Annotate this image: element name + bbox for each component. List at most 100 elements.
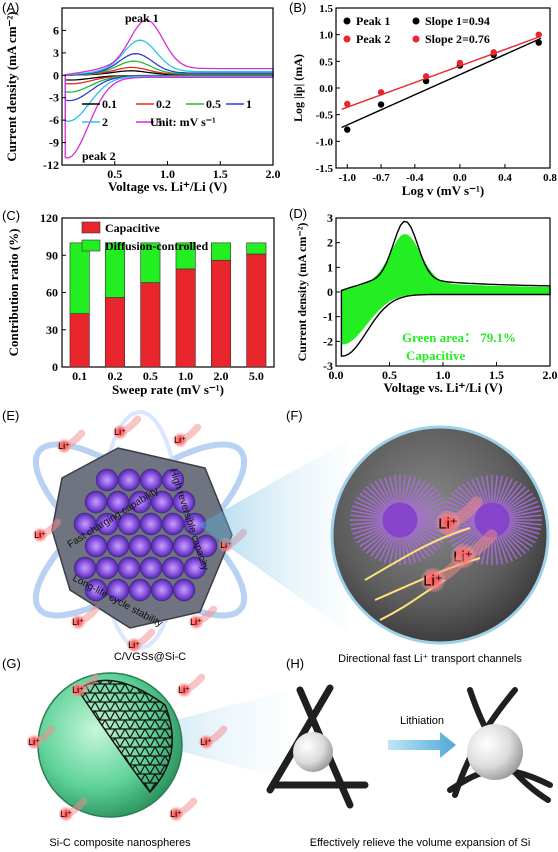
a-ytick-label: 6: [53, 23, 59, 37]
c-xtick-label: 1.0: [178, 369, 193, 383]
b-xtick-label: -0.7: [372, 172, 390, 184]
li-ion-glow: [435, 510, 461, 536]
c-bar-diffusion_controlled: [210, 242, 232, 261]
b-ytick-label: 1.0: [319, 30, 333, 42]
a-legend-label: 0.1: [102, 97, 117, 111]
b-legend-marker: [343, 35, 351, 43]
li-ion-glow: [32, 527, 48, 543]
panel-g-illustration: Li⁺ Li⁺ Li⁺ Li⁺ Li⁺ Li⁺ Si-C composite nanosp…: [26, 672, 288, 849]
channel-1: [364, 527, 471, 581]
li-ion-glow: [420, 567, 446, 593]
a-legend-label: 1: [246, 97, 252, 111]
c-ylabel: Contribution ratio (%): [6, 229, 21, 357]
b-fit-line: [341, 37, 542, 129]
purple-sphere: [161, 512, 185, 536]
b-ylabel: Log |ip| (mA): [291, 54, 305, 122]
a-legend-label: 0.5: [206, 97, 221, 111]
d-ytick-label: -2: [323, 334, 333, 348]
purple-sphere: [117, 468, 141, 492]
b-point: [422, 73, 430, 80]
panel-label-f: (F): [286, 408, 303, 423]
panel-f-illustration: Li⁺Li⁺Li⁺ Directional fast Li⁺ transport…: [330, 425, 550, 665]
a-ytick-label: -9: [49, 136, 59, 150]
purple-sphere: [95, 556, 119, 580]
c-xtick-label: 0.5: [143, 369, 158, 383]
li-ion-label: Li⁺: [34, 530, 46, 540]
a-xlabel: Voltage vs. Li⁺/Li (V): [108, 179, 227, 194]
a-legend-label: 5: [156, 115, 162, 129]
purple-sphere: [172, 490, 196, 514]
b-legend-label: Peak 2: [356, 32, 390, 46]
b-slope-marker: [412, 35, 420, 43]
panel-label-e: (E): [2, 408, 19, 423]
b-point: [456, 59, 464, 67]
d-annotation-area: Green area： 79.1%: [402, 330, 516, 345]
a-xtick-label: 1.5: [213, 167, 228, 181]
b-xtick-label: 0.0: [453, 172, 467, 184]
purple-sphere: [84, 490, 108, 514]
b-ytick-label: -0.5: [316, 110, 334, 122]
c-bar-capacitive: [175, 268, 196, 368]
b-xlabel: Log v (mV s⁻¹): [402, 183, 484, 198]
lithiation-arrow: [388, 732, 456, 758]
a-xtick-label: 2.0: [266, 167, 281, 181]
purple-sphere: [172, 578, 196, 602]
c-bar-diffusion_controlled: [175, 242, 196, 270]
b-point: [535, 39, 542, 46]
b-xtick-label: -0.4: [406, 172, 424, 184]
li-ion-label: Li⁺: [28, 737, 40, 747]
purple-sphere: [117, 556, 141, 580]
b-point: [344, 126, 351, 133]
lithiation-label: Lithiation: [400, 715, 444, 727]
a-ytick-label: -6: [49, 113, 59, 127]
b-point: [490, 49, 497, 56]
li-ion-label: Li⁺: [190, 617, 202, 627]
b-point: [535, 31, 542, 38]
li-ion-label: Li⁺: [72, 685, 84, 695]
b-slope-label: Slope 2=0.76: [425, 32, 490, 46]
d-annotation-capacitive: Capacitive: [406, 348, 465, 363]
urchin-structures: [350, 475, 542, 565]
d-ytick-label: 2: [327, 236, 333, 250]
c-legend-label: Capacitive: [105, 221, 160, 235]
triangular-mesh: [76, 679, 173, 794]
panel-label-b: (B): [289, 0, 306, 15]
b-ytick-label: 0.0: [319, 83, 333, 95]
li-ions-f: Li⁺Li⁺Li⁺: [420, 496, 498, 593]
c-legend-swatch: [81, 221, 101, 234]
a-xtick-label: 0.5: [107, 167, 122, 181]
purple-sphere: [128, 534, 152, 558]
a-ytick-label: 3: [53, 46, 59, 60]
a-legend-label: 0.2: [156, 97, 171, 111]
li-ion-label: Li⁺: [128, 640, 140, 650]
purple-sphere: [95, 468, 119, 492]
b-xtick-label: -1.0: [339, 172, 357, 184]
li-ion-glow: [70, 682, 86, 698]
panel-a-frame: [61, 7, 274, 166]
c-bar-capacitive: [246, 253, 267, 368]
urchin-core: [474, 502, 510, 538]
d-ytick-label: 0: [327, 285, 333, 299]
purple-sphere: [183, 556, 207, 580]
a-annotation-peak1: peak 1: [125, 11, 159, 25]
li-ion-glow: [172, 432, 188, 448]
d-xtick-label: 1.0: [436, 368, 451, 382]
li-ion-glow: [176, 682, 192, 698]
caption-e: C/VGSs@Si-C: [114, 651, 186, 663]
panel-d-capacitive-area: 0.0 0.5 1.0 1.5 2.0 -3 -2 -1 0 1 2 3 Voltage vs. Li⁺…: [295, 211, 558, 395]
c-xtick-label: 2.0: [214, 369, 229, 383]
b-ytick-label: -1.0: [316, 136, 334, 148]
b-xtick-label: 0.4: [498, 172, 512, 184]
li-ion-glow: [56, 438, 72, 454]
si-particle-after: [467, 724, 523, 780]
li-ion-label: Li⁺: [58, 441, 70, 451]
d-ytick-label: 1: [327, 260, 333, 274]
li-ion-glow: [112, 424, 128, 440]
li-ion-label: Li⁺: [200, 737, 212, 747]
li-ion-label: Li⁺: [170, 809, 182, 819]
li-ion-label: Li⁺: [60, 809, 72, 819]
c-ytick-label: 30: [46, 323, 58, 337]
b-ytick-label: 1.5: [319, 3, 333, 15]
li-ion-glow: [58, 806, 74, 822]
purple-sphere: [139, 556, 163, 580]
